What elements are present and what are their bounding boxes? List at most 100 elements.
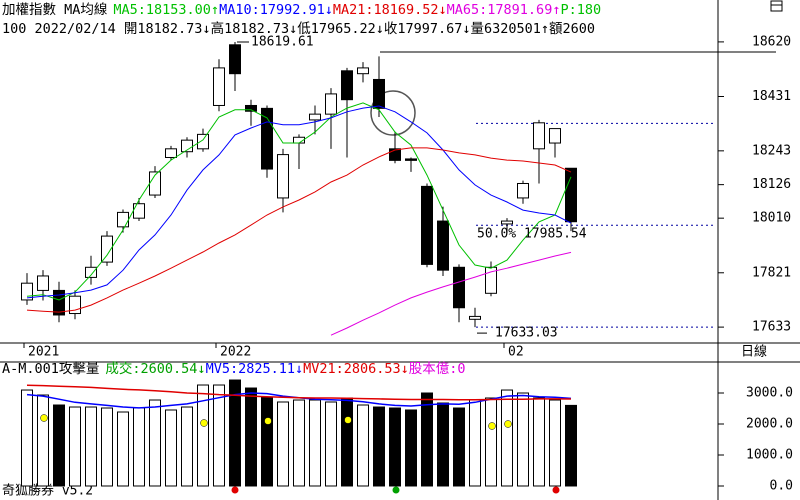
volume-bar bbox=[373, 406, 385, 487]
volume-bar bbox=[517, 392, 529, 487]
signal-dot bbox=[552, 486, 560, 494]
candle-body bbox=[421, 185, 433, 265]
signal-dot bbox=[40, 414, 48, 422]
volume-bar bbox=[101, 407, 113, 487]
candle-body bbox=[133, 203, 145, 219]
candle-body bbox=[309, 113, 321, 121]
footer: 奇狐勝券 v5.2 bbox=[2, 483, 93, 499]
volume-bar bbox=[21, 389, 33, 487]
legend-entry: MA21:18169.52↓ bbox=[333, 2, 447, 18]
candle-body bbox=[117, 211, 129, 228]
volume-bar bbox=[389, 407, 401, 487]
volume-bar bbox=[501, 389, 513, 487]
candle-body bbox=[533, 122, 545, 150]
signal-dot bbox=[392, 486, 400, 494]
x-tick-label: 2022 bbox=[220, 345, 251, 360]
ma-line bbox=[26, 147, 572, 313]
candle-body bbox=[101, 235, 113, 263]
annotation: 股本億:0 bbox=[409, 361, 466, 377]
y-tick-label: 18010 bbox=[752, 211, 791, 226]
high-label: 18619.61 bbox=[251, 35, 314, 50]
candle-body bbox=[229, 44, 241, 75]
legend-entry: MA5:18153.00↑ bbox=[113, 2, 219, 18]
volume-bar bbox=[469, 399, 481, 487]
candle-body bbox=[565, 167, 577, 223]
signal-dot bbox=[504, 420, 512, 428]
volume-bar bbox=[309, 399, 321, 487]
volume-bar bbox=[37, 394, 49, 487]
ma-line bbox=[26, 105, 572, 299]
candle-body bbox=[261, 107, 273, 170]
candle-body bbox=[341, 70, 353, 101]
volume-header: A-M.001攻擊量 成交:2600.54↓MV5:2825.11↓MV21:28… bbox=[2, 360, 466, 377]
annotation: P:180 bbox=[560, 2, 601, 18]
signal-dot bbox=[264, 417, 272, 425]
chart-title: 加權指數 MA均線 bbox=[2, 2, 108, 18]
y-tick-label: 17633 bbox=[752, 320, 791, 335]
chart-subtitle: 100 2022/02/14 開18182.73↓高18182.73↓低1796… bbox=[2, 20, 595, 37]
y-tick-label: 18243 bbox=[752, 143, 791, 158]
y-tick-label: 18126 bbox=[752, 177, 791, 192]
candle-body bbox=[85, 266, 97, 278]
candle-body bbox=[245, 104, 257, 112]
candle-body bbox=[453, 266, 465, 309]
candle-body bbox=[469, 315, 481, 320]
signal-dot bbox=[488, 422, 496, 430]
window-icon[interactable] bbox=[770, 0, 783, 12]
volume-bar bbox=[229, 379, 241, 487]
y-tick-label: 17821 bbox=[752, 265, 791, 280]
volume-bar bbox=[453, 407, 465, 487]
candle-body bbox=[197, 133, 209, 150]
candle-body bbox=[325, 93, 337, 115]
low-label: 17633.03 bbox=[495, 326, 558, 341]
x-tick-label: 02 bbox=[508, 345, 524, 360]
ma-line bbox=[26, 102, 572, 301]
volume-title: A-M.001攻擊量 bbox=[2, 360, 99, 377]
legend-entry: MA10:17992.91↓ bbox=[219, 2, 333, 18]
volume-bar bbox=[533, 397, 545, 487]
volume-bar bbox=[197, 384, 209, 487]
volume-bar bbox=[405, 409, 417, 487]
candle-body bbox=[277, 154, 289, 199]
y-tick-label: 3000.0 bbox=[746, 386, 793, 401]
candle-body bbox=[357, 67, 369, 75]
volume-bar bbox=[549, 399, 561, 487]
candle-body bbox=[53, 289, 65, 316]
volume-bar bbox=[69, 406, 81, 487]
y-tick-label: 18620 bbox=[752, 34, 791, 49]
candle-body bbox=[69, 295, 81, 315]
candle-body bbox=[181, 139, 193, 153]
volume-bar bbox=[421, 392, 433, 487]
signal-dots bbox=[40, 414, 560, 494]
signal-dot bbox=[344, 416, 352, 424]
candle-body bbox=[373, 78, 385, 109]
volume-bar bbox=[165, 409, 177, 487]
volume-bar bbox=[181, 406, 193, 487]
volume-bar bbox=[133, 407, 145, 487]
plot: 18620 18431 18243 18126 18010 17821 17633 2021 2… bbox=[21, 34, 793, 493]
candle-body bbox=[213, 67, 225, 106]
candle-body bbox=[437, 220, 449, 271]
x-tick-label: 2021 bbox=[28, 345, 59, 360]
candle-body bbox=[21, 282, 33, 301]
candle-body bbox=[517, 182, 529, 199]
ma-line bbox=[330, 251, 572, 336]
volume-bar bbox=[437, 402, 449, 487]
candle-body bbox=[165, 148, 177, 158]
period-label: 日線 bbox=[741, 344, 767, 360]
volume-bar bbox=[85, 406, 97, 487]
volume-bar bbox=[357, 404, 369, 487]
candle-body bbox=[405, 158, 417, 161]
volume-bar bbox=[149, 399, 161, 487]
annotation: 50.0% 17985.54 bbox=[477, 227, 587, 242]
legend-entry: MA65:17891.69↑ bbox=[447, 2, 561, 18]
candle-body bbox=[501, 220, 513, 225]
legend-entry: MV21:2806.53↓ bbox=[303, 361, 409, 377]
legend-entry: 成交:2600.54↓ bbox=[105, 360, 205, 377]
volume-bar bbox=[117, 411, 129, 487]
volume-bar bbox=[213, 384, 225, 487]
volume-bar bbox=[261, 396, 273, 487]
signal-dot bbox=[231, 486, 239, 494]
volume-bar bbox=[341, 397, 353, 487]
candle-body bbox=[389, 148, 401, 161]
